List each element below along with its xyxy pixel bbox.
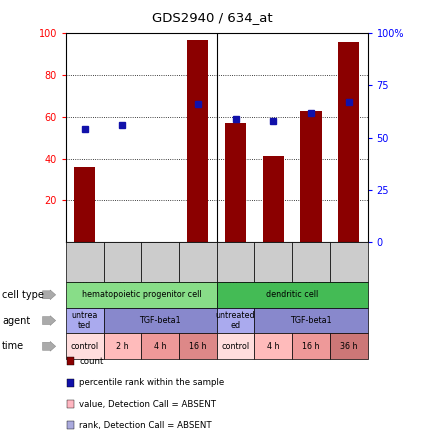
- Text: 16 h: 16 h: [189, 342, 207, 351]
- Text: untreated
ed: untreated ed: [216, 311, 255, 330]
- Text: 36 h: 36 h: [340, 342, 357, 351]
- Text: time: time: [2, 341, 24, 351]
- Text: value, Detection Call = ABSENT: value, Detection Call = ABSENT: [79, 400, 216, 408]
- Text: 16 h: 16 h: [302, 342, 320, 351]
- Text: TGF-beta1: TGF-beta1: [139, 316, 181, 325]
- Text: 4 h: 4 h: [154, 342, 167, 351]
- Text: control: control: [221, 342, 249, 351]
- Bar: [263, 156, 284, 242]
- Bar: [187, 40, 208, 242]
- Bar: [225, 123, 246, 242]
- Text: control: control: [71, 342, 99, 351]
- Text: hematopoietic progenitor cell: hematopoietic progenitor cell: [82, 290, 201, 299]
- Text: cell type: cell type: [2, 290, 44, 300]
- Text: untrea
ted: untrea ted: [71, 311, 98, 330]
- Bar: [74, 167, 95, 242]
- Text: 4 h: 4 h: [267, 342, 280, 351]
- Text: percentile rank within the sample: percentile rank within the sample: [79, 378, 225, 387]
- Text: TGF-beta1: TGF-beta1: [290, 316, 332, 325]
- Bar: [338, 42, 359, 242]
- Text: 2 h: 2 h: [116, 342, 129, 351]
- Text: dendritic cell: dendritic cell: [266, 290, 318, 299]
- Text: count: count: [79, 357, 104, 366]
- Text: agent: agent: [2, 316, 30, 325]
- Bar: [300, 111, 322, 242]
- Text: GDS2940 / 634_at: GDS2940 / 634_at: [152, 11, 273, 24]
- Text: rank, Detection Call = ABSENT: rank, Detection Call = ABSENT: [79, 421, 212, 430]
